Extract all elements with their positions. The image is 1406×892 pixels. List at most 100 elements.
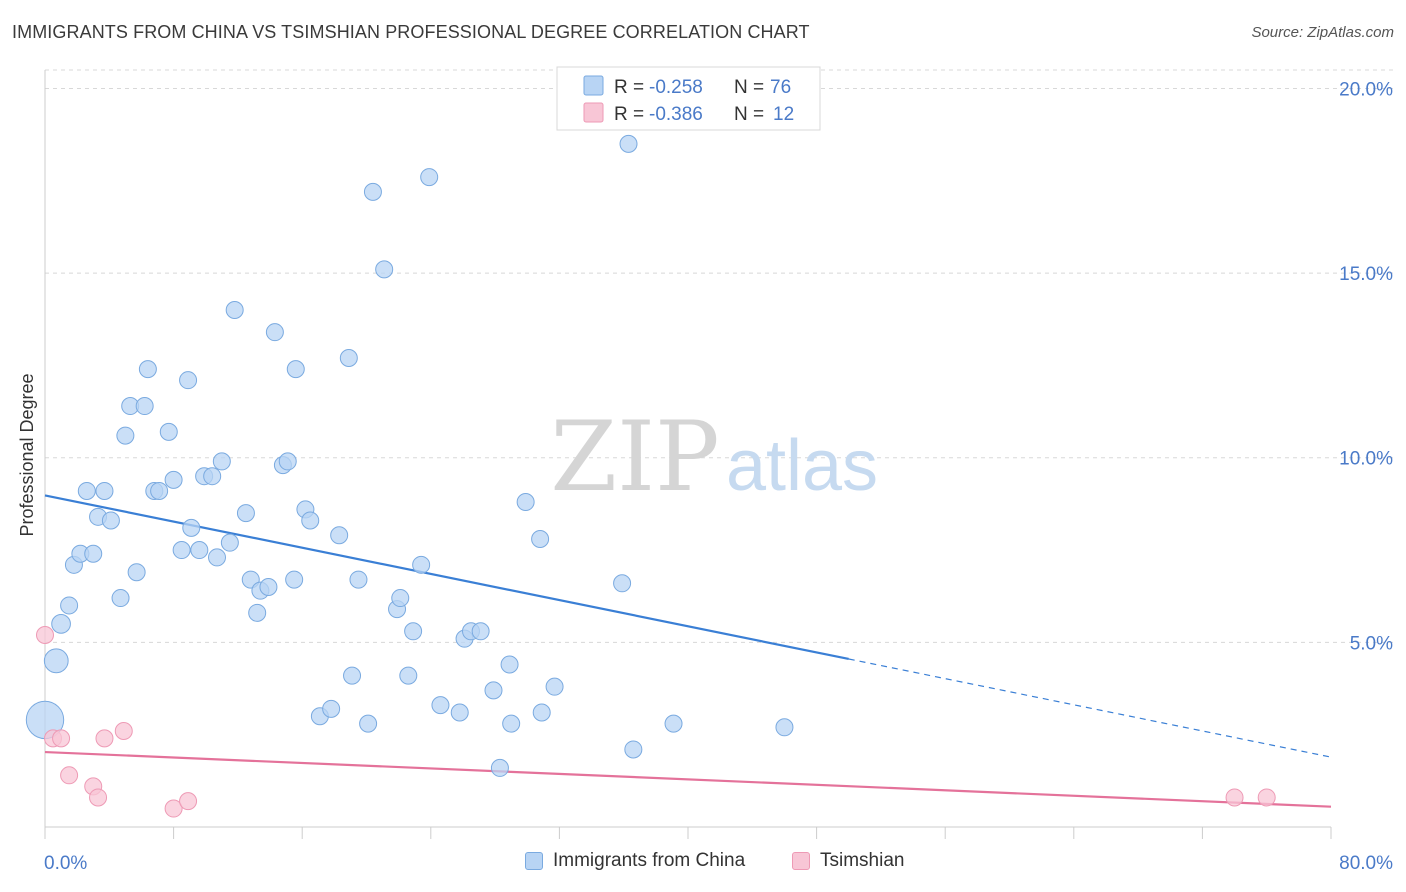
legend-r-value-1: -0.258 bbox=[649, 77, 703, 98]
data-point-china bbox=[285, 570, 304, 589]
legend-n-label-1: N = bbox=[734, 77, 764, 98]
data-point-tsimshian bbox=[89, 788, 108, 807]
legend-top: R = -0.258 N = 76 R = -0.386 N = 12 bbox=[556, 66, 821, 131]
data-point-china bbox=[220, 533, 239, 552]
data-point-china bbox=[420, 168, 439, 187]
trend-line-tsimshian bbox=[44, 750, 1332, 808]
data-point-china bbox=[500, 655, 519, 674]
data-point-china bbox=[339, 349, 358, 368]
data-point-tsimshian bbox=[60, 766, 79, 785]
data-point-china bbox=[225, 301, 244, 320]
data-point-tsimshian bbox=[52, 729, 71, 748]
y-axis-label: Professional Degree bbox=[17, 373, 37, 536]
axes bbox=[44, 70, 1332, 839]
data-point-tsimshian bbox=[95, 729, 114, 748]
trend-line-china-extension bbox=[848, 658, 1332, 758]
legend-swatch-tsimshian bbox=[792, 852, 810, 870]
data-point-china bbox=[391, 589, 410, 608]
legend-n-label-2: N = bbox=[734, 104, 764, 125]
x-tick-label: 0.0% bbox=[44, 853, 87, 874]
watermark-atlas: atlas bbox=[726, 426, 878, 506]
data-point-china bbox=[111, 589, 130, 608]
legend-r-label-2: R = bbox=[614, 104, 644, 125]
data-point-china bbox=[349, 570, 368, 589]
tick-labels: 5.0% 10.0% 15.0% 20.0% 0.0% 80.0% bbox=[44, 79, 1393, 874]
data-point-china bbox=[359, 714, 378, 733]
data-point-china bbox=[278, 452, 297, 471]
x-tick-label: 80.0% bbox=[1339, 853, 1393, 874]
data-point-china bbox=[127, 563, 146, 582]
data-point-china bbox=[471, 622, 490, 641]
data-point-china bbox=[208, 548, 227, 567]
data-point-china bbox=[236, 504, 255, 523]
data-point-china bbox=[619, 134, 638, 153]
watermark-zip: ZIP bbox=[550, 401, 719, 513]
data-point-china bbox=[150, 481, 169, 500]
legend-swatch-china bbox=[525, 852, 543, 870]
legend-bottom: Immigrants from China Tsimshian bbox=[0, 850, 1406, 880]
data-point-china bbox=[265, 323, 284, 342]
data-point-china bbox=[172, 541, 191, 560]
data-point-china bbox=[624, 740, 643, 759]
data-point-china bbox=[190, 541, 209, 560]
legend-label-tsimshian: Tsimshian bbox=[820, 850, 905, 871]
data-point-china bbox=[399, 666, 418, 685]
legend-n-value-2: 12 bbox=[773, 104, 794, 125]
chart-title: IMMIGRANTS FROM CHINA VS TSIMSHIAN PROFE… bbox=[12, 22, 810, 42]
data-point-china bbox=[775, 718, 794, 737]
data-point-china bbox=[502, 714, 521, 733]
legend-item-tsimshian[interactable]: Tsimshian bbox=[792, 850, 904, 872]
data-point-china bbox=[135, 397, 154, 416]
data-point-china bbox=[375, 260, 394, 279]
y-tick-label: 5.0% bbox=[1350, 633, 1393, 654]
data-point-china bbox=[613, 574, 632, 593]
data-point-china bbox=[545, 677, 564, 696]
data-point-china bbox=[322, 699, 341, 718]
data-point-china bbox=[531, 529, 550, 548]
data-point-china bbox=[60, 596, 79, 615]
data-point-china bbox=[182, 518, 201, 537]
data-point-china bbox=[286, 360, 305, 379]
data-point-china bbox=[116, 426, 135, 445]
legend-item-china[interactable]: Immigrants from China bbox=[525, 850, 745, 872]
data-point-china bbox=[343, 666, 362, 685]
data-point-china bbox=[490, 758, 509, 777]
data-point-china bbox=[484, 681, 503, 700]
data-point-china bbox=[301, 511, 320, 530]
data-point-tsimshian bbox=[164, 799, 183, 818]
legend-label-china: Immigrants from China bbox=[553, 850, 746, 871]
data-point-china bbox=[101, 511, 120, 530]
legend-r-value-2: -0.386 bbox=[649, 104, 703, 125]
data-point-china bbox=[203, 467, 222, 486]
data-point-china bbox=[159, 422, 178, 441]
data-point-china bbox=[259, 577, 278, 596]
series-immigrants-from-china bbox=[25, 134, 794, 777]
data-point-china bbox=[77, 481, 96, 500]
data-point-china bbox=[532, 703, 551, 722]
data-point-china bbox=[179, 371, 198, 390]
data-point-china bbox=[664, 714, 683, 733]
data-point-tsimshian bbox=[36, 625, 54, 644]
data-point-tsimshian bbox=[1225, 788, 1244, 807]
data-point-china bbox=[43, 648, 69, 674]
legend-swatch-pink bbox=[583, 102, 604, 123]
data-point-china bbox=[450, 703, 469, 722]
data-point-china bbox=[51, 614, 71, 634]
data-point-china bbox=[84, 544, 103, 563]
data-point-china bbox=[404, 622, 423, 641]
data-point-tsimshian bbox=[114, 721, 133, 740]
legend-n-value-1: 76 bbox=[770, 77, 791, 98]
series-tsimshian bbox=[36, 625, 1276, 818]
y-tick-label: 15.0% bbox=[1339, 264, 1393, 285]
y-tick-label: 20.0% bbox=[1339, 79, 1393, 100]
data-point-china bbox=[95, 481, 114, 500]
data-point-china bbox=[363, 182, 382, 201]
watermark: ZIP atlas bbox=[550, 401, 878, 513]
data-point-china bbox=[516, 493, 535, 512]
data-point-china bbox=[330, 526, 349, 545]
grid-lines bbox=[45, 69, 1395, 643]
data-point-china bbox=[431, 696, 450, 715]
trend-lines bbox=[44, 494, 1332, 808]
data-point-china bbox=[412, 555, 431, 574]
